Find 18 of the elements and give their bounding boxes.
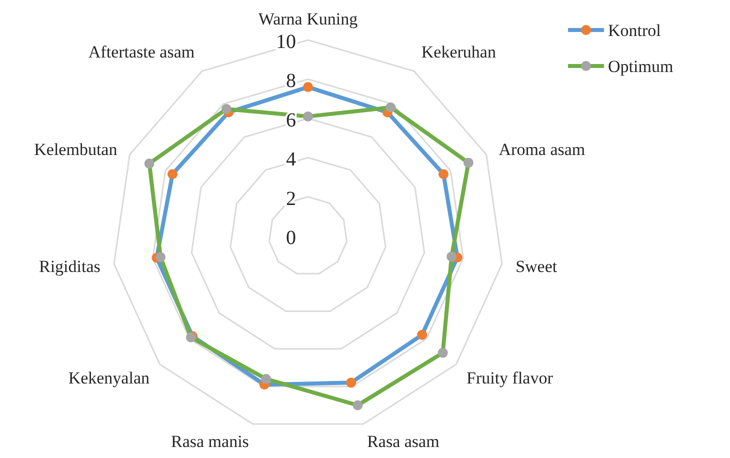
legend-label: Optimum xyxy=(608,57,674,76)
y-tick-label: 0 xyxy=(286,227,296,249)
spoke-label: Aroma asam xyxy=(498,140,586,159)
y-tick-label: 4 xyxy=(286,148,296,171)
spoke-label: Warna Kuning xyxy=(258,9,358,28)
spoke-label: Kekeruhan xyxy=(421,42,496,62)
spoke-label: Fruity flavor xyxy=(466,368,554,388)
spoke-label: Kelembutan xyxy=(34,140,118,159)
spoke-label: Rasa manis xyxy=(171,432,249,452)
y-tick-label: 2 xyxy=(286,188,296,210)
spoke-label: Rasa asam xyxy=(367,432,440,452)
spoke-label: Aftertaste asam xyxy=(88,42,195,62)
spoke-label: Kekenyalan xyxy=(68,368,150,388)
spoke-label: Rigiditas xyxy=(39,256,100,276)
y-tick-label: 8 xyxy=(286,70,296,92)
y-tick-label: 10 xyxy=(276,31,296,53)
legend-label: Kontrol xyxy=(608,21,662,40)
spoke-label: Sweet xyxy=(516,256,558,276)
